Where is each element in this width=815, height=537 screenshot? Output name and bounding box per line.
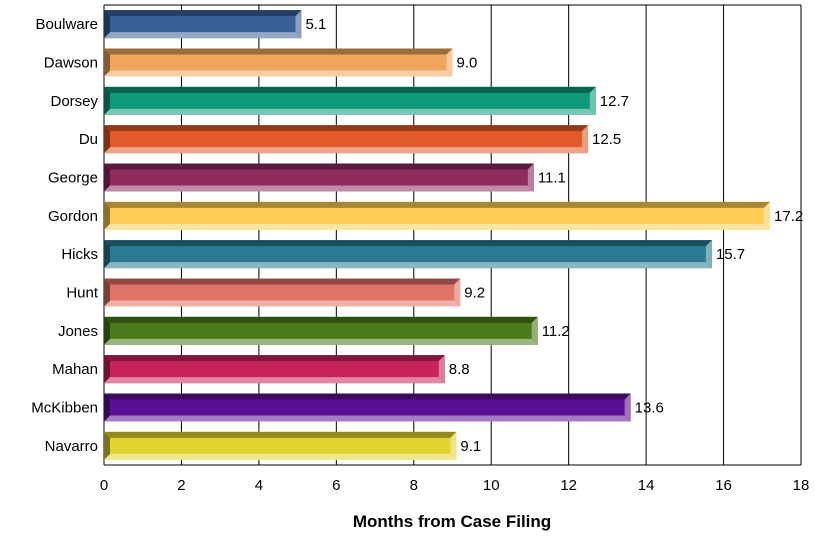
- bar-jones: [104, 316, 538, 345]
- x-tick-label: 6: [332, 477, 340, 494]
- category-label: Mahan: [52, 361, 98, 378]
- value-label: 9.1: [460, 438, 481, 455]
- x-tick-label: 18: [793, 477, 810, 494]
- value-label: 9.0: [457, 55, 478, 72]
- value-labels: 5.1 9.0 12.7 12.5 11.1 17.2 15.7 9.2 11.2 8.8 13.6…: [305, 16, 803, 455]
- category-label: Jones: [58, 323, 98, 340]
- value-label: 12.5: [592, 131, 621, 148]
- value-label: 15.7: [716, 246, 745, 263]
- value-label: 9.2: [464, 285, 485, 302]
- value-label: 11.1: [538, 170, 566, 187]
- x-tick-label: 14: [638, 477, 655, 494]
- bar-mahan: [104, 355, 445, 384]
- category-label: Boulware: [35, 16, 98, 33]
- bar-mckibben: [104, 393, 631, 422]
- grid-lines: [103, 4, 802, 466]
- value-label: 5.1: [305, 16, 326, 33]
- x-tick-label: 0: [100, 477, 108, 494]
- x-tick-label: 4: [255, 477, 263, 494]
- category-label: Gordon: [48, 208, 98, 225]
- category-label: Dawson: [44, 55, 98, 72]
- value-label: 11.2: [542, 323, 570, 340]
- x-tick-label: 12: [560, 477, 577, 494]
- bar-gordon: [104, 201, 771, 230]
- x-tick-labels: 0 2 4 6 8 10 12 14 16 18: [100, 477, 810, 494]
- value-label: 17.2: [774, 208, 803, 225]
- category-label: Du: [79, 131, 98, 148]
- value-label: 12.7: [600, 93, 629, 110]
- category-label: Dorsey: [50, 93, 98, 110]
- bar-du: [104, 125, 589, 154]
- category-label: George: [48, 170, 98, 187]
- x-axis-title: Months from Case Filing: [353, 512, 551, 531]
- bar-boulware: [104, 10, 302, 39]
- x-tick-label: 8: [410, 477, 418, 494]
- plot-area: [104, 5, 801, 465]
- bars: [104, 10, 771, 460]
- bar-hicks: [104, 240, 712, 269]
- category-label: McKibben: [31, 400, 98, 417]
- bar-dawson: [104, 48, 453, 77]
- category-label: Navarro: [45, 438, 98, 455]
- x-tick-label: 16: [715, 477, 732, 494]
- category-label: Hunt: [66, 285, 99, 302]
- category-labels: Boulware Dawson Dorsey Du George Gordon Hicks H…: [31, 16, 99, 455]
- x-tick-label: 10: [483, 477, 500, 494]
- bar-navarro: [104, 431, 457, 460]
- value-label: 8.8: [449, 361, 470, 378]
- category-label: Hicks: [61, 246, 98, 263]
- bar-hunt: [104, 278, 461, 307]
- x-tick-label: 2: [177, 477, 185, 494]
- bar-dorsey: [104, 86, 596, 115]
- bar-george: [104, 163, 534, 192]
- value-label: 13.6: [635, 400, 664, 417]
